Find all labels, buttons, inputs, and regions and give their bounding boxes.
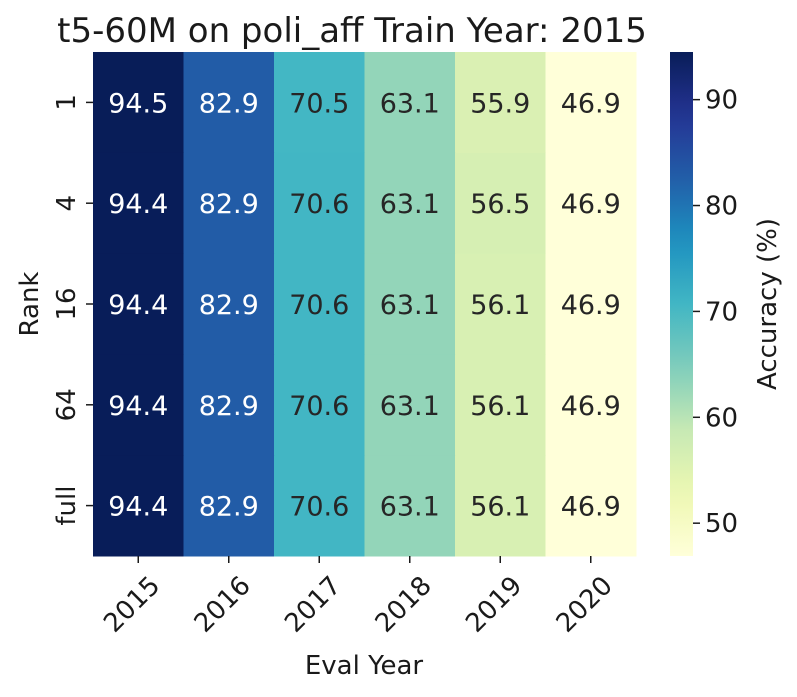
heatmap-cell (183, 354, 275, 456)
cell-value-label: 94.4 (108, 290, 168, 321)
heatmap-cell (545, 152, 637, 255)
heatmap-cell (545, 455, 637, 557)
heatmap-cell (274, 152, 365, 255)
x-tick-label: 2017 (279, 571, 347, 639)
cell-value-label: 63.1 (380, 290, 440, 321)
y-tick-label: 16 (52, 287, 82, 320)
heatmap-cell (364, 253, 456, 355)
heatmap-cell (183, 253, 275, 355)
cell-value-label: 94.4 (108, 492, 168, 523)
x-tick-label: 2018 (370, 571, 438, 639)
y-tick-label: 4 (52, 195, 82, 212)
heatmap-cell (455, 354, 546, 456)
heatmap-cell (364, 455, 456, 557)
cell-value-label: 46.9 (561, 391, 621, 422)
cell-value-label: 63.1 (380, 88, 440, 119)
x-axis-label: Eval Year (305, 651, 424, 681)
cell-value-label: 70.6 (289, 391, 349, 422)
colorbar-ticks: 50 60 70 80 90 (693, 86, 738, 539)
cell-value-label: 94.5 (108, 88, 168, 119)
y-tick-label: 1 (52, 94, 82, 111)
heatmap-cell (364, 354, 456, 456)
heatmap-cell (455, 152, 546, 255)
cell-annotations: 94.5 82.9 70.5 63.1 55.9 46.9 94.4 82.9 70.6 63.1… (108, 88, 621, 522)
cell-value-label: 70.5 (289, 88, 349, 119)
heatmap-cell (545, 354, 637, 456)
cell-value-label: 70.6 (289, 290, 349, 321)
y-axis-label: Rank (15, 272, 45, 337)
heatmap-cell (364, 152, 456, 255)
cell-value-label: 46.9 (561, 290, 621, 321)
cell-value-label: 82.9 (199, 492, 259, 523)
heatmap-cell (274, 354, 365, 456)
heatmap-cell (93, 455, 184, 557)
x-tick-label: 2019 (460, 571, 528, 639)
heatmap-cell (93, 52, 184, 154)
y-tick-label: full (52, 486, 82, 526)
cell-value-label: 82.9 (199, 88, 259, 119)
cell-value-label: 70.6 (289, 492, 349, 523)
cell-value-label: 46.9 (561, 189, 621, 220)
cell-value-label: 70.6 (289, 189, 349, 220)
x-axis-ticks: 2015 2016 2017 2018 2019 2020 (98, 556, 619, 639)
heatmap-cells (93, 52, 637, 557)
heatmap-cell (93, 253, 184, 355)
colorbar-label: Accuracy (%) (753, 218, 783, 390)
chart-title: t5-60M on poli_aff Train Year: 2015 (57, 11, 647, 51)
cell-value-label: 63.1 (380, 189, 440, 220)
cell-value-label: 63.1 (380, 492, 440, 523)
colorbar-tick-label: 90 (705, 86, 738, 116)
x-tick-label: 2016 (189, 571, 257, 639)
x-tick-label: 2015 (98, 571, 166, 639)
y-tick-label: 64 (52, 388, 82, 421)
cell-value-label: 94.4 (108, 189, 168, 220)
cell-value-label: 56.1 (470, 391, 530, 422)
cell-value-label: 56.5 (470, 189, 530, 220)
cell-value-label: 56.1 (470, 492, 530, 523)
cell-value-label: 94.4 (108, 391, 168, 422)
cell-value-label: 82.9 (199, 189, 259, 220)
heatmap-cell (545, 52, 637, 154)
cell-value-label: 46.9 (561, 492, 621, 523)
heatmap-cell (455, 52, 546, 154)
colorbar-tick-label: 60 (705, 403, 738, 433)
heatmap-cell (183, 52, 275, 154)
colorbar-tick-label: 50 (705, 509, 738, 539)
heatmap-cell (455, 253, 546, 355)
cell-value-label: 46.9 (561, 88, 621, 119)
cell-value-label: 82.9 (199, 290, 259, 321)
x-tick-label: 2020 (551, 571, 619, 639)
cell-value-label: 63.1 (380, 391, 440, 422)
colorbar (670, 52, 693, 556)
heatmap-cell (364, 52, 456, 154)
heatmap-cell (545, 253, 637, 355)
heatmap-cell (274, 52, 365, 154)
heatmap-cell (455, 455, 546, 557)
heatmap-cell (183, 152, 275, 255)
colorbar-tick-label: 70 (705, 297, 738, 327)
cell-value-label: 56.1 (470, 290, 530, 321)
heatmap-cell (93, 152, 184, 255)
heatmap-cell (183, 455, 275, 557)
heatmap-cell (274, 455, 365, 557)
colorbar-tick-label: 80 (705, 192, 738, 222)
heatmap-cell (93, 354, 184, 456)
y-axis-ticks: 1 4 16 64 full (52, 94, 93, 526)
cell-value-label: 82.9 (199, 391, 259, 422)
cell-value-label: 55.9 (470, 88, 530, 119)
heatmap-cell (274, 253, 365, 355)
